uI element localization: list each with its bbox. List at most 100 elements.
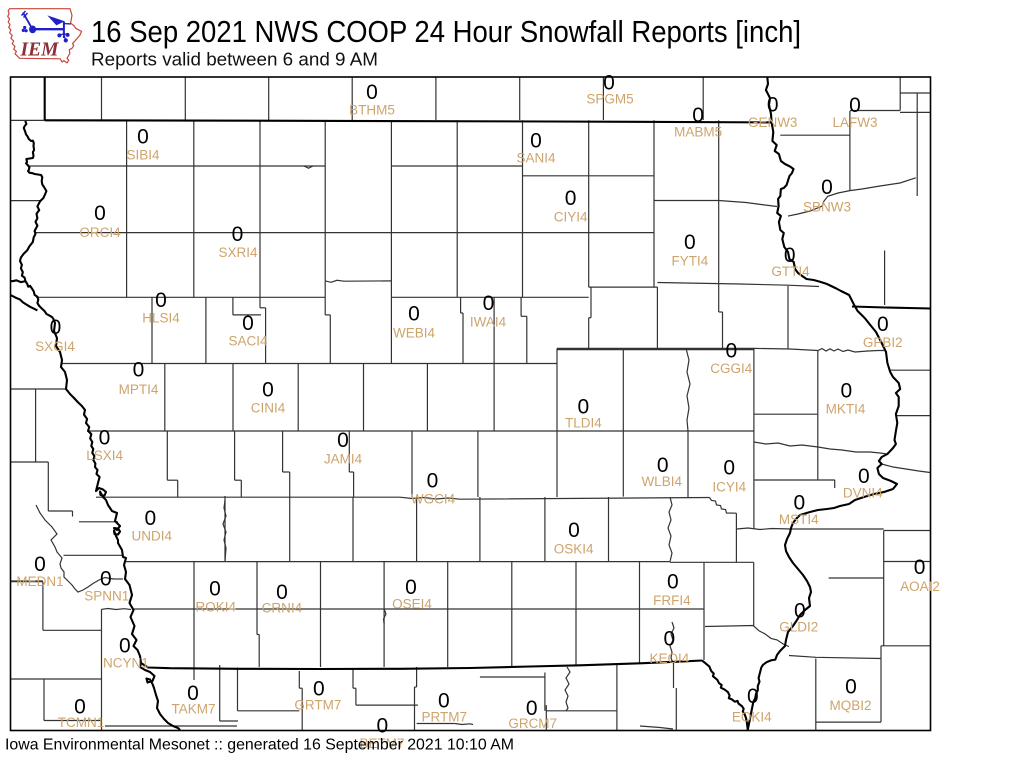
svg-text:0: 0 [262,379,274,402]
svg-text:Reports valid between 6 and 9: Reports valid between 6 and 9 AM [91,49,378,70]
svg-text:MPTI4: MPTI4 [119,382,159,397]
svg-text:0: 0 [657,454,669,477]
svg-text:GPBI2: GPBI2 [863,335,903,350]
svg-text:HLSI4: HLSI4 [142,310,180,325]
svg-text:WEBI4: WEBI4 [393,325,436,340]
svg-text:0: 0 [725,340,737,363]
svg-text:FYTI4: FYTI4 [672,253,709,268]
svg-text:0: 0 [664,628,676,651]
svg-text:0: 0 [74,696,86,719]
svg-text:0: 0 [603,72,615,95]
svg-text:GLDI2: GLDI2 [779,619,818,634]
svg-text:0: 0 [845,676,857,699]
svg-text:SPNN1: SPNN1 [84,588,129,603]
svg-text:0: 0 [50,316,62,339]
svg-text:SIBI4: SIBI4 [126,147,160,162]
svg-text:0: 0 [747,685,759,708]
svg-text:0: 0 [99,427,111,450]
svg-text:ROKI4: ROKI4 [196,599,237,614]
svg-text:MEDN1: MEDN1 [16,574,63,589]
svg-text:0: 0 [119,634,131,657]
svg-text:0: 0 [137,126,149,149]
svg-text:0: 0 [377,714,389,737]
svg-text:Iowa Environmental Mesonet ::: Iowa Environmental Mesonet :: generated … [5,736,514,753]
svg-text:0: 0 [438,690,450,713]
svg-text:SBNW3: SBNW3 [803,199,851,214]
svg-text:FRFI4: FRFI4 [653,593,691,608]
svg-text:GRCM7: GRCM7 [508,716,557,731]
svg-text:0: 0 [914,556,926,579]
svg-text:SACI4: SACI4 [228,333,268,348]
svg-text:0: 0 [155,289,167,312]
svg-text:0: 0 [565,187,577,210]
svg-text:OSEI4: OSEI4 [392,596,432,611]
svg-text:TLDI4: TLDI4 [565,415,602,430]
svg-text:SPGM5: SPGM5 [586,91,633,106]
svg-text:KEOI4: KEOI4 [650,651,690,666]
svg-text:0: 0 [209,578,221,601]
svg-text:TCMN1: TCMN1 [58,715,105,730]
svg-text:0: 0 [313,678,325,701]
svg-text:0: 0 [483,292,495,315]
svg-text:MABM5: MABM5 [674,125,722,140]
svg-text:LSXI4: LSXI4 [86,448,123,463]
svg-text:0: 0 [232,223,244,246]
svg-text:0: 0 [530,130,542,153]
svg-text:0: 0 [34,553,46,576]
svg-text:0: 0 [405,576,417,599]
svg-text:ICYI4: ICYI4 [712,479,746,494]
svg-text:TAKM7: TAKM7 [171,701,215,716]
svg-text:MQBI2: MQBI2 [829,698,871,713]
svg-text:WGCI4: WGCI4 [411,491,456,506]
svg-text:0: 0 [133,359,145,382]
svg-text:OSKI4: OSKI4 [554,541,594,556]
svg-text:BTHM5: BTHM5 [349,102,395,117]
svg-text:IEM: IEM [20,39,60,60]
svg-text:GRTM7: GRTM7 [294,697,341,712]
svg-text:SXGI4: SXGI4 [35,339,75,354]
svg-text:0: 0 [366,81,378,104]
svg-text:SXRI4: SXRI4 [218,245,258,260]
svg-text:GENW3: GENW3 [748,115,798,130]
svg-text:0: 0 [723,457,735,480]
svg-text:AOAI2: AOAI2 [900,579,940,594]
svg-text:EOKI4: EOKI4 [732,710,772,725]
svg-text:0: 0 [276,581,288,604]
svg-text:UNDI4: UNDI4 [132,528,173,543]
svg-text:0: 0 [667,571,679,594]
svg-text:0: 0 [100,568,112,591]
svg-text:JAMI4: JAMI4 [324,451,363,466]
svg-text:0: 0 [784,244,796,267]
svg-text:CIYI4: CIYI4 [554,209,588,224]
svg-text:0: 0 [821,176,833,199]
svg-text:MKTI4: MKTI4 [826,401,866,416]
svg-text:NCYN1: NCYN1 [103,655,149,670]
svg-text:0: 0 [692,104,704,127]
svg-text:0: 0 [427,470,439,493]
svg-text:CRNI4: CRNI4 [262,600,303,615]
svg-text:0: 0 [841,380,853,403]
svg-text:0: 0 [849,94,861,117]
svg-text:LAFW3: LAFW3 [832,115,877,130]
svg-text:0: 0 [578,396,590,419]
svg-text:0: 0 [242,312,254,335]
svg-text:SANI4: SANI4 [516,150,556,165]
svg-text:IWAI4: IWAI4 [470,314,507,329]
svg-text:GTTI4: GTTI4 [771,264,810,279]
svg-text:0: 0 [144,507,156,530]
svg-text:0: 0 [793,492,805,515]
svg-text:0: 0 [408,303,420,326]
svg-text:ORCI4: ORCI4 [79,225,121,240]
svg-text:WLBI4: WLBI4 [641,474,682,489]
svg-text:BETM7: BETM7 [359,736,404,751]
svg-text:PRTM7: PRTM7 [421,710,467,725]
svg-text:0: 0 [526,697,538,720]
svg-text:CINI4: CINI4 [251,400,286,415]
svg-text:16 Sep 2021 NWS COOP 24 Hour S: 16 Sep 2021 NWS COOP 24 Hour Snowfall Re… [91,15,801,49]
svg-text:0: 0 [794,599,806,622]
svg-text:0: 0 [94,202,106,225]
svg-text:0: 0 [337,429,349,452]
svg-text:DVNI4: DVNI4 [843,485,883,500]
svg-text:0: 0 [858,465,870,488]
svg-text:MSTI4: MSTI4 [779,512,819,527]
